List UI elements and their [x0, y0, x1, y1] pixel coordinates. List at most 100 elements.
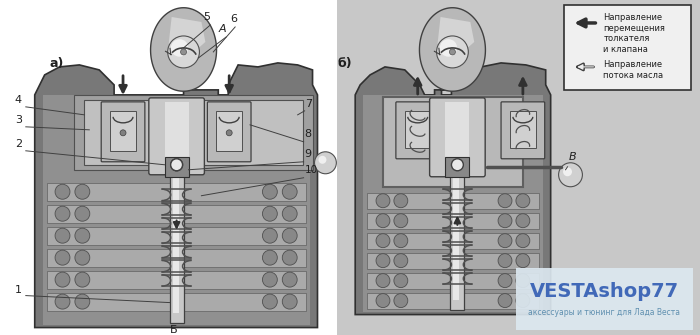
Bar: [445, 102, 469, 171]
Circle shape: [282, 228, 298, 243]
Circle shape: [282, 250, 298, 265]
Circle shape: [394, 214, 408, 228]
Text: 4: 4: [15, 95, 22, 105]
Circle shape: [75, 272, 90, 287]
Text: Б: Б: [170, 325, 177, 335]
Circle shape: [563, 167, 572, 176]
Text: 1: 1: [15, 285, 22, 294]
FancyBboxPatch shape: [396, 102, 440, 159]
Text: A: A: [218, 24, 226, 34]
Bar: [0, 0, 337, 335]
Circle shape: [262, 294, 277, 309]
Polygon shape: [438, 17, 475, 57]
Circle shape: [516, 254, 530, 268]
Circle shape: [55, 206, 70, 221]
Circle shape: [171, 39, 188, 57]
Bar: [169, 173, 183, 323]
Bar: [164, 157, 188, 177]
Text: а): а): [50, 57, 64, 70]
Circle shape: [168, 36, 200, 68]
Circle shape: [437, 36, 468, 68]
Circle shape: [516, 234, 530, 248]
Circle shape: [376, 194, 390, 208]
Bar: [363, 95, 542, 312]
Circle shape: [171, 159, 183, 171]
Circle shape: [314, 152, 336, 174]
Bar: [405, 111, 430, 148]
FancyBboxPatch shape: [430, 98, 485, 177]
Text: B: B: [568, 152, 576, 162]
Circle shape: [282, 272, 298, 287]
Text: 9: 9: [304, 149, 312, 159]
Circle shape: [75, 206, 90, 221]
Polygon shape: [419, 8, 485, 91]
Circle shape: [376, 254, 390, 268]
Circle shape: [394, 234, 408, 248]
Circle shape: [498, 293, 512, 308]
Circle shape: [516, 214, 530, 228]
Text: 7: 7: [304, 99, 312, 109]
Text: б): б): [337, 57, 352, 70]
Circle shape: [282, 206, 298, 221]
Bar: [173, 178, 178, 313]
Polygon shape: [169, 17, 205, 57]
Circle shape: [282, 184, 298, 199]
Circle shape: [171, 159, 183, 171]
Circle shape: [449, 49, 456, 55]
Circle shape: [376, 234, 390, 248]
Circle shape: [376, 293, 390, 308]
Text: 10: 10: [304, 165, 318, 175]
Text: 2: 2: [15, 139, 22, 149]
Circle shape: [394, 293, 408, 308]
Circle shape: [318, 156, 326, 164]
Circle shape: [75, 250, 90, 265]
Circle shape: [181, 49, 186, 55]
Circle shape: [262, 206, 277, 221]
Circle shape: [452, 159, 463, 171]
Bar: [454, 178, 459, 299]
Circle shape: [55, 272, 70, 287]
Circle shape: [262, 228, 277, 243]
Bar: [110, 111, 136, 151]
Circle shape: [226, 130, 232, 136]
Bar: [47, 249, 306, 267]
Circle shape: [394, 274, 408, 288]
Circle shape: [498, 274, 512, 288]
Bar: [367, 193, 539, 209]
Circle shape: [75, 184, 90, 199]
Circle shape: [516, 274, 530, 288]
Bar: [216, 111, 242, 151]
Bar: [47, 271, 306, 289]
Circle shape: [559, 163, 582, 187]
Text: 5: 5: [204, 12, 211, 22]
Circle shape: [55, 250, 70, 265]
Circle shape: [498, 234, 512, 248]
Text: 8: 8: [304, 129, 312, 139]
Circle shape: [498, 194, 512, 208]
Circle shape: [282, 294, 298, 309]
Polygon shape: [355, 63, 551, 315]
Text: Направление
потока масла: Направление потока масла: [603, 60, 664, 80]
Circle shape: [120, 130, 126, 136]
FancyBboxPatch shape: [84, 100, 302, 165]
Bar: [164, 102, 188, 169]
Bar: [445, 157, 469, 177]
Circle shape: [516, 293, 530, 308]
Bar: [47, 292, 306, 311]
Polygon shape: [150, 8, 216, 91]
Circle shape: [498, 254, 512, 268]
Bar: [367, 292, 539, 309]
Bar: [47, 183, 306, 201]
Circle shape: [376, 214, 390, 228]
Bar: [367, 253, 539, 269]
Bar: [367, 213, 539, 229]
Circle shape: [262, 184, 277, 199]
Text: VESTAshop77: VESTAshop77: [530, 282, 679, 300]
Circle shape: [262, 250, 277, 265]
Circle shape: [262, 272, 277, 287]
Text: 3: 3: [15, 115, 22, 125]
Text: Направление
перемещения
толкателя
и клапана: Направление перемещения толкателя и клап…: [603, 13, 665, 54]
Bar: [47, 227, 306, 245]
Circle shape: [394, 194, 408, 208]
Bar: [450, 173, 464, 310]
